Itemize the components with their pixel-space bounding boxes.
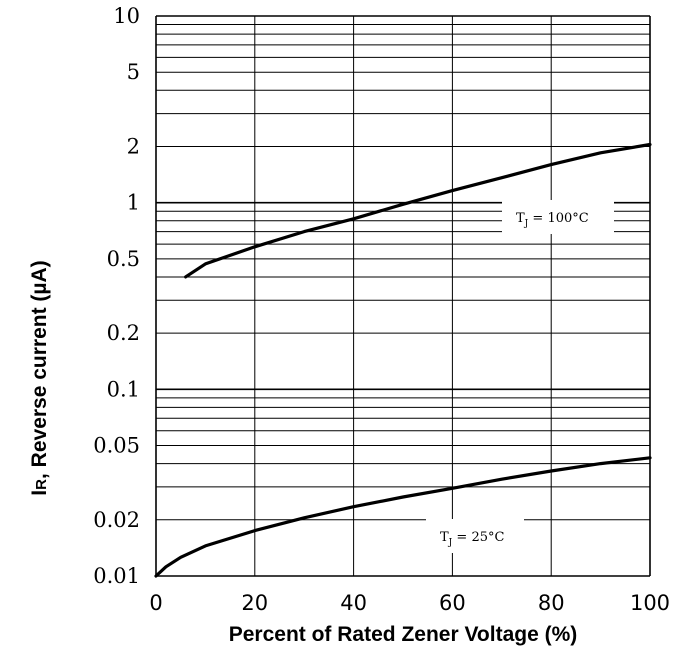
series-annotation-1: TJ = 100°C — [516, 211, 589, 229]
y-tick-label: 0.1 — [107, 377, 140, 401]
x-tick-label: 80 — [538, 591, 565, 615]
y-tick-label: 2 — [127, 134, 140, 158]
series-curve-2 — [154, 456, 652, 578]
grid-layer — [155, 15, 651, 577]
y-tick-label: 5 — [127, 60, 140, 84]
curve-layer — [154, 142, 652, 578]
y-axis-label: IR, Reverse current (µA) — [28, 260, 51, 495]
y-tick-label: 1 — [127, 191, 140, 215]
series-curve-1 — [184, 142, 652, 279]
annotation-box-1 — [502, 200, 614, 234]
y-tick-label: 0.5 — [107, 247, 140, 271]
x-tick-label: 0 — [149, 591, 162, 615]
annotation-layer: TJ = 100°C TJ = 25°C — [426, 200, 614, 553]
annotation-box-2 — [426, 519, 524, 553]
y-tick-label: 0.05 — [93, 434, 140, 458]
x-tick-label: 100 — [630, 591, 670, 615]
x-axis-label: Percent of Rated Zener Voltage (%) — [229, 623, 578, 646]
x-tick-label: 20 — [241, 591, 268, 615]
x-tick-label: 60 — [439, 591, 466, 615]
y-tick-label: 0.2 — [107, 321, 140, 345]
y-tick-label: 0.02 — [93, 508, 140, 532]
series-annotation-2: TJ = 25°C — [440, 530, 504, 548]
x-tick-label: 40 — [340, 591, 367, 615]
y-tick-label: 10 — [113, 4, 140, 28]
y-tick-label: 0.01 — [93, 564, 140, 588]
